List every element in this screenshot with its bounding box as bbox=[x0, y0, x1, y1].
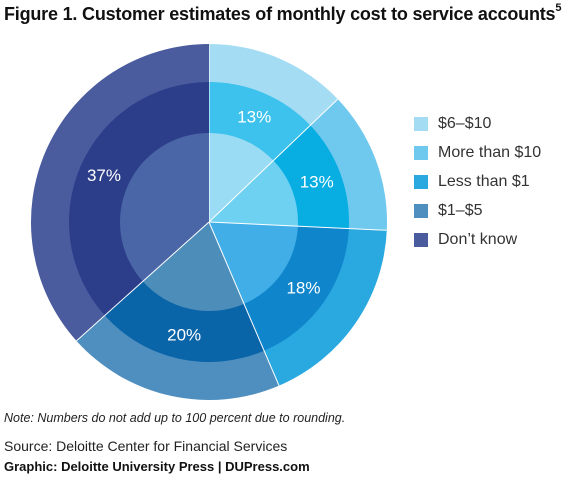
pie-slice-inner-don-t-know bbox=[119, 133, 209, 282]
legend-swatch bbox=[414, 145, 428, 160]
pie-slices bbox=[30, 43, 388, 400]
data-label-don-t-know: 37% bbox=[87, 166, 121, 185]
pie-slice-inner-1-5 bbox=[142, 222, 245, 311]
chart-credit: Graphic: Deloitte University Press | DUP… bbox=[4, 459, 310, 474]
legend-swatch bbox=[414, 174, 428, 189]
legend-label: Less than $1 bbox=[438, 172, 530, 190]
slice-separator bbox=[208, 221, 387, 231]
legend-item-less-than-1: Less than $1 bbox=[414, 167, 574, 196]
chart-legend: $6–$10 More than $10 Less than $1 $1–$5 Don’… bbox=[414, 109, 574, 254]
chart-title-text: Figure 1. Customer estimates of monthly … bbox=[4, 4, 556, 24]
slice-separator bbox=[76, 221, 210, 342]
legend-item-6-10: $6–$10 bbox=[414, 109, 574, 138]
chart-title: Figure 1. Customer estimates of monthly … bbox=[4, 2, 562, 25]
legend-label: More than $10 bbox=[438, 143, 542, 161]
legend-item-more-than-10: More than $10 bbox=[414, 138, 574, 167]
legend-label: $1–$5 bbox=[438, 201, 483, 219]
pie-slice-inner-more-than-10 bbox=[209, 160, 298, 227]
legend-swatch bbox=[414, 116, 428, 131]
legend-swatch bbox=[414, 203, 428, 218]
data-label-more-than-10: 13% bbox=[300, 173, 334, 192]
legend-label: $6–$10 bbox=[438, 114, 492, 132]
chart-note: Note: Numbers do not add up to 100 perce… bbox=[4, 411, 346, 425]
footnote-marker: 5 bbox=[555, 2, 562, 14]
data-label-less-than-1: 18% bbox=[286, 279, 320, 298]
pie-data-labels: 13% 13% 18% 20% 37% bbox=[87, 107, 334, 344]
data-label-1-5: 20% bbox=[167, 325, 201, 344]
chart-source: Source: Deloitte Center for Financial Se… bbox=[4, 438, 288, 454]
legend-label: Don’t know bbox=[438, 230, 518, 248]
legend-item-don-t-know: Don’t know bbox=[414, 225, 574, 254]
pie-slice-inner-6-10 bbox=[209, 133, 274, 222]
legend-item-1-5: $1–$5 bbox=[414, 196, 574, 225]
pie-slice-inner-less-than-1 bbox=[209, 222, 298, 304]
data-label-6-10: 13% bbox=[237, 107, 271, 126]
slice-separator bbox=[208, 98, 339, 223]
slice-separator bbox=[208, 221, 280, 386]
legend-swatch bbox=[414, 232, 428, 247]
